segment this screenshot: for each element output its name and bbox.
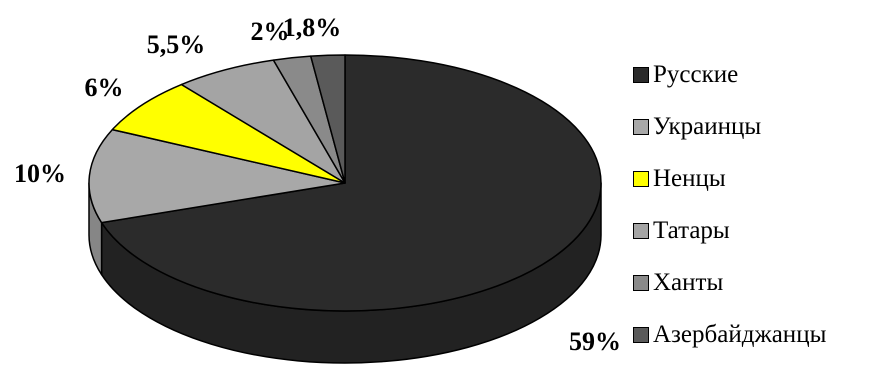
legend-item-azerbaijanis: Азербайджанцы bbox=[633, 317, 826, 352]
legend-swatch bbox=[633, 326, 649, 343]
pie-slice-0 bbox=[100, 54, 602, 312]
legend-swatch bbox=[633, 222, 649, 239]
pie-slice-2 bbox=[111, 83, 346, 184]
pie-slices bbox=[88, 54, 602, 312]
legend-label: Ханты bbox=[653, 268, 724, 296]
legend-label: Украинцы bbox=[653, 112, 762, 140]
pie-value-label-5: 1,8% bbox=[283, 13, 342, 42]
pie-slice-1 bbox=[88, 128, 346, 224]
legend-label: Ненцы bbox=[653, 164, 726, 192]
pie-value-label-3: 5,5% bbox=[147, 30, 206, 59]
pie-value-label-4: 2% bbox=[251, 17, 290, 46]
legend-label: Русские bbox=[653, 60, 739, 88]
legend-swatch bbox=[633, 170, 649, 187]
pie-slice-5 bbox=[310, 54, 346, 184]
legend-item-ukrainians: Украинцы bbox=[633, 109, 826, 144]
legend-item-russians: Русские bbox=[633, 57, 826, 92]
pie-value-label-0: 59% bbox=[569, 327, 621, 356]
legend-swatch bbox=[633, 118, 649, 135]
legend-item-tatars: Татары bbox=[633, 213, 826, 248]
pie-value-label-1: 10% bbox=[14, 159, 66, 188]
legend: Русские Украинцы Ненцы Татары Ханты Азер… bbox=[633, 57, 826, 369]
pie-value-label-2: 6% bbox=[85, 73, 124, 102]
legend-item-khanty: Ханты bbox=[633, 265, 826, 300]
legend-label: Азербайджанцы bbox=[653, 320, 827, 348]
legend-label: Татары bbox=[653, 216, 730, 244]
legend-swatch bbox=[633, 274, 649, 291]
pie-value-labels: 59% 10% 6% 5,5% 2%1,8% bbox=[14, 13, 621, 356]
legend-swatch bbox=[633, 66, 649, 83]
legend-item-nenets: Ненцы bbox=[633, 161, 826, 196]
